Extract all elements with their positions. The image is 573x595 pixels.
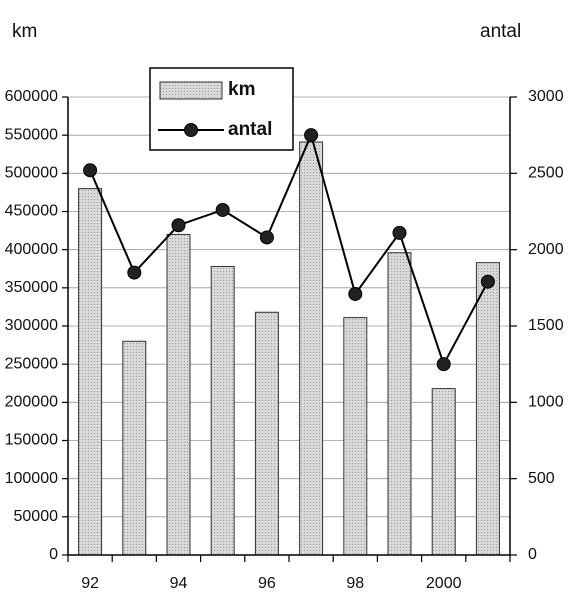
y-tick-label: 450000 (5, 203, 58, 220)
bar (387, 252, 412, 556)
y-tick-label: 100000 (5, 470, 58, 487)
line-marker (171, 218, 186, 233)
y-tick-label: 550000 (5, 126, 58, 143)
bar (343, 317, 368, 556)
line-marker (83, 163, 98, 178)
y2-axis-title: antal (480, 21, 521, 42)
line (89, 132, 489, 367)
y2-tick-label: 1500 (528, 317, 564, 334)
y2-tick-label: 3000 (528, 88, 564, 105)
y-tick-label: 150000 (5, 432, 58, 449)
line-marker (259, 230, 274, 245)
bar (78, 188, 103, 556)
y-tick-label: 300000 (5, 317, 58, 334)
y-tick-label: 200000 (5, 394, 58, 411)
bar (210, 265, 235, 556)
y-tick-label: 500000 (5, 165, 58, 182)
bar (166, 233, 191, 556)
y-tick-label: 50000 (14, 508, 59, 525)
y2-tick-label: 1000 (528, 394, 564, 411)
x-tick-label: 96 (258, 575, 276, 592)
x-tick-label: 94 (170, 575, 188, 592)
y2-tick-label: 2500 (528, 165, 564, 182)
x-tick-label: 98 (346, 575, 364, 592)
bar (254, 311, 279, 556)
y2-tick-label: 2000 (528, 241, 564, 258)
line-marker (127, 265, 142, 280)
legend-label: km (228, 79, 255, 100)
bar (431, 388, 456, 556)
bar (299, 141, 324, 556)
x-tick-label: 2000 (426, 575, 462, 592)
y-tick-label: 0 (49, 546, 58, 563)
line-marker (480, 274, 495, 289)
y-tick-label: 350000 (5, 279, 58, 296)
legend-swatch (159, 81, 223, 100)
bar (122, 340, 147, 556)
legend-label: antal (228, 119, 272, 140)
y2-tick-label: 0 (528, 546, 537, 563)
y-tick-label: 250000 (5, 355, 58, 372)
bar (475, 262, 500, 556)
x-tick-label: 92 (81, 575, 99, 592)
y2-tick-label: 500 (528, 470, 555, 487)
y-axis-title: km (12, 21, 37, 42)
line-marker (436, 357, 451, 372)
line-marker (304, 128, 319, 143)
y-tick-label: 600000 (5, 88, 58, 105)
legend-marker (184, 123, 198, 137)
y-tick-label: 400000 (5, 241, 58, 258)
line-marker (215, 202, 230, 217)
line-marker (392, 225, 407, 240)
line-marker (348, 286, 363, 301)
